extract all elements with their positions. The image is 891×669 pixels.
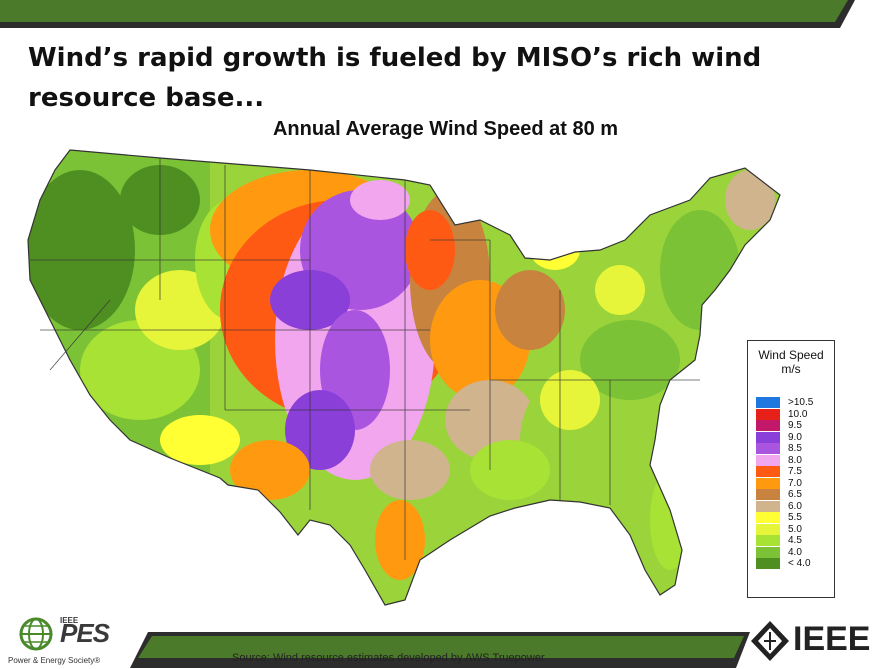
legend-row: 9.0 <box>756 431 828 444</box>
legend-label: 7.5 <box>788 466 802 478</box>
legend-swatch <box>756 477 780 489</box>
legend-row: 5.5 <box>756 512 828 524</box>
pes-subtitle: Power & Energy Society® <box>8 656 101 665</box>
slide-title: Wind’s rapid growth is fueled by MISO’s … <box>28 43 762 113</box>
legend-swatch <box>756 408 780 420</box>
legend-row: < 4.0 <box>756 558 828 570</box>
legend-row: 10.0 <box>756 408 828 421</box>
legend-label: 10.0 <box>788 408 808 420</box>
ieee-wordmark: IEEE <box>793 620 871 658</box>
legend-label: 7.0 <box>788 477 802 489</box>
legend-unit: m/s <box>781 362 801 376</box>
wind-speed-legend: Wind Speed m/s >10.5 10.0 9.5 9.0 8.5 8.0 7.5 7… <box>747 340 835 598</box>
wind-speed-map <box>27 149 781 606</box>
legend-row: 4.5 <box>756 535 828 547</box>
legend-title: Wind Speed <box>758 348 824 362</box>
legend-label: 4.0 <box>788 546 802 558</box>
legend-swatch <box>756 558 780 570</box>
bottom-banner-band <box>130 632 750 668</box>
pes-wordmark: PES <box>60 618 110 648</box>
legend-swatch <box>756 466 780 478</box>
legend-row: 7.0 <box>756 477 828 490</box>
legend-label: < 4.0 <box>788 558 811 570</box>
legend-row: 7.5 <box>756 466 828 478</box>
legend-swatch <box>756 489 780 501</box>
legend-swatch <box>756 431 780 443</box>
legend-row: 6.0 <box>756 500 828 513</box>
legend-label: 6.0 <box>788 500 802 512</box>
legend-rows: >10.5 10.0 9.5 9.0 8.5 8.0 7.5 7.0 6.5 6.0 5.5 5.0 4… <box>756 397 828 570</box>
ieee-diamond-icon <box>751 621 789 661</box>
pes-ieee-small: IEEE <box>60 616 79 625</box>
legend-row: >10.5 <box>756 397 828 409</box>
top-banner-band <box>0 0 855 28</box>
legend-swatch <box>756 546 780 558</box>
legend-swatch <box>756 535 780 547</box>
legend-swatch <box>756 523 780 535</box>
legend-label: 4.5 <box>788 535 802 547</box>
legend-row: 9.5 <box>756 420 828 432</box>
legend-row: 5.0 <box>756 523 828 536</box>
legend-label: 8.0 <box>788 454 802 466</box>
pes-globe-icon <box>19 617 53 651</box>
pes-logo-text: IEEE PES <box>60 616 110 649</box>
legend-swatch <box>756 500 780 512</box>
legend-label: 8.5 <box>788 443 802 455</box>
legend-row: 6.5 <box>756 489 828 501</box>
legend-label: 5.0 <box>788 523 802 535</box>
legend-row: 8.5 <box>756 443 828 455</box>
legend-row: 8.0 <box>756 454 828 467</box>
legend-label: 5.5 <box>788 512 802 524</box>
legend-label: 9.0 <box>788 431 802 443</box>
legend-swatch <box>756 397 780 409</box>
legend-swatch <box>756 454 780 466</box>
source-note: Source: Wind resource estimates develope… <box>232 652 545 664</box>
legend-label: 6.5 <box>788 489 802 501</box>
legend-swatch <box>756 443 780 455</box>
legend-row: 4.0 <box>756 546 828 559</box>
legend-label: >10.5 <box>788 397 814 409</box>
legend-swatch <box>756 512 780 524</box>
map-title: Annual Average Wind Speed at 80 m <box>272 118 619 140</box>
legend-swatch <box>756 420 780 432</box>
legend-label: 9.5 <box>788 420 802 432</box>
